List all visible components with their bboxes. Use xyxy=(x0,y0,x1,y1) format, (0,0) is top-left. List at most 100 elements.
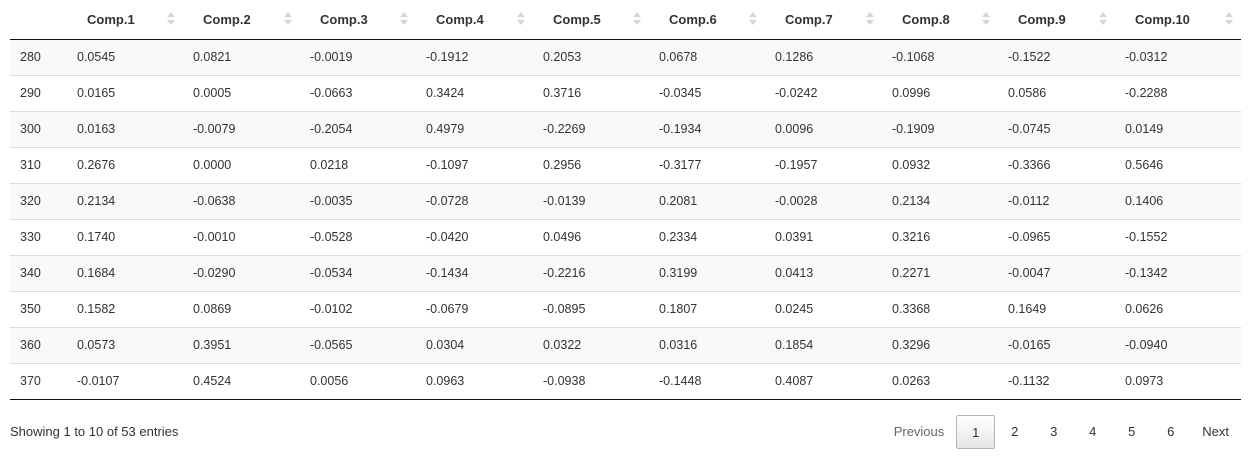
table-row: 340 0.1684 -0.0290 -0.0534 -0.1434 -0.2216 0.3… xyxy=(10,254,1241,291)
table-cell: 0.2081 xyxy=(649,182,765,219)
sort-arrows-icon[interactable] xyxy=(1225,12,1233,26)
page-button-1[interactable]: 1 xyxy=(956,415,996,449)
table-cell: 0.0263 xyxy=(882,362,998,400)
next-button[interactable]: Next xyxy=(1202,424,1229,439)
page-button-4[interactable]: 4 xyxy=(1089,424,1097,439)
table-cell: -0.0165 xyxy=(998,326,1115,363)
column-header-comp-8[interactable]: Comp.8 xyxy=(882,0,998,40)
table-cell: 0.0573 xyxy=(67,326,183,363)
table-cell: -0.0112 xyxy=(998,182,1115,219)
table-cell: 0.1740 xyxy=(67,218,183,255)
table-cell: 0.1684 xyxy=(67,254,183,291)
data-table: Comp.1 Comp.2 Comp.3 Comp.4 Comp.5 Comp.6 Comp… xyxy=(10,0,1241,400)
table-cell: -0.0940 xyxy=(1115,326,1241,363)
table-row: 290 0.0165 0.0005 -0.0663 0.3424 0.3716 -0.034… xyxy=(10,74,1241,111)
table-cell: 0.2134 xyxy=(882,182,998,219)
table-cell: 0.1807 xyxy=(649,290,765,327)
sort-arrows-icon[interactable] xyxy=(167,12,175,26)
table-cell: -0.0019 xyxy=(300,39,416,75)
row-name: 300 xyxy=(10,110,67,147)
table-cell: -0.0895 xyxy=(533,290,649,327)
sort-arrows-icon[interactable] xyxy=(400,12,408,26)
table-cell: 0.0096 xyxy=(765,110,882,147)
column-header-label: Comp.1 xyxy=(87,11,135,27)
sort-arrows-icon[interactable] xyxy=(866,12,874,26)
page-button-6[interactable]: 6 xyxy=(1167,424,1175,439)
table-cell: -0.0745 xyxy=(998,110,1115,147)
sort-arrows-icon[interactable] xyxy=(1099,12,1107,26)
page-button-5[interactable]: 5 xyxy=(1128,424,1136,439)
table-cell: -0.0139 xyxy=(533,182,649,219)
sort-arrows-icon[interactable] xyxy=(284,12,292,26)
column-header-comp-9[interactable]: Comp.9 xyxy=(998,0,1115,40)
table-cell: 0.0163 xyxy=(67,110,183,147)
table-cell: -0.0528 xyxy=(300,218,416,255)
table-cell: -0.1552 xyxy=(1115,218,1241,255)
table-cell: -0.0242 xyxy=(765,74,882,111)
table-footer: Showing 1 to 10 of 53 entries Previous 1… xyxy=(10,410,1241,454)
table-cell: -0.1934 xyxy=(649,110,765,147)
table-cell: 0.4979 xyxy=(416,110,533,147)
row-name: 370 xyxy=(10,362,67,400)
column-header-label: Comp.2 xyxy=(203,11,251,27)
column-header-comp-4[interactable]: Comp.4 xyxy=(416,0,533,40)
table-cell: -0.0028 xyxy=(765,182,882,219)
table-cell: 0.3951 xyxy=(183,326,300,363)
column-header-comp-10[interactable]: Comp.10 xyxy=(1115,0,1241,40)
page-button-3[interactable]: 3 xyxy=(1050,424,1058,439)
table-cell: 0.3216 xyxy=(882,218,998,255)
sort-arrows-icon[interactable] xyxy=(982,12,990,26)
table-cell: 0.4087 xyxy=(765,362,882,400)
sort-arrows-icon[interactable] xyxy=(633,12,641,26)
sort-arrows-icon[interactable] xyxy=(749,12,757,26)
table-row: 300 0.0163 -0.0079 -0.2054 0.4979 -0.2269 -0.1… xyxy=(10,110,1241,147)
table-cell: -0.3366 xyxy=(998,146,1115,183)
column-header-comp-6[interactable]: Comp.6 xyxy=(649,0,765,40)
column-header-comp-1[interactable]: Comp.1 xyxy=(67,0,183,40)
table-cell: -0.0107 xyxy=(67,362,183,400)
table-cell: -0.2216 xyxy=(533,254,649,291)
table-cell: 0.0496 xyxy=(533,218,649,255)
table-cell: 0.2334 xyxy=(649,218,765,255)
table-cell: 0.3296 xyxy=(882,326,998,363)
table-cell: 0.0391 xyxy=(765,218,882,255)
column-header-label: Comp.3 xyxy=(320,11,368,27)
column-header-comp-2[interactable]: Comp.2 xyxy=(183,0,300,40)
table-cell: -0.1912 xyxy=(416,39,533,75)
table-cell: 0.0821 xyxy=(183,39,300,75)
row-name: 310 xyxy=(10,146,67,183)
table-cell: 0.0304 xyxy=(416,326,533,363)
table-cell: -0.0638 xyxy=(183,182,300,219)
table-cell: 0.0973 xyxy=(1115,362,1241,400)
table-cell: 0.0413 xyxy=(765,254,882,291)
table-cell: 0.0869 xyxy=(183,290,300,327)
table-cell: -0.0290 xyxy=(183,254,300,291)
table-body: 280 0.0545 0.0821 -0.0019 -0.1912 0.2053 0.067… xyxy=(10,39,1241,400)
previous-button[interactable]: Previous xyxy=(893,424,945,439)
column-header-label: Comp.9 xyxy=(1018,11,1066,27)
table-cell: -0.0102 xyxy=(300,290,416,327)
table-cell: 0.0005 xyxy=(183,74,300,111)
table-cell: 0.0963 xyxy=(416,362,533,400)
row-name: 350 xyxy=(10,290,67,327)
table-cell: 0.2053 xyxy=(533,39,649,75)
table-cell: 0.1854 xyxy=(765,326,882,363)
column-header-comp-7[interactable]: Comp.7 xyxy=(765,0,882,40)
column-header-label: Comp.8 xyxy=(902,11,950,27)
column-header-label: Comp.6 xyxy=(669,11,717,27)
table-row: 350 0.1582 0.0869 -0.0102 -0.0679 -0.0895 0.18… xyxy=(10,290,1241,327)
table-cell: 0.0000 xyxy=(183,146,300,183)
table-cell: 0.1582 xyxy=(67,290,183,327)
sort-arrows-icon[interactable] xyxy=(517,12,525,26)
table-cell: 0.3424 xyxy=(416,74,533,111)
table-cell: 0.0586 xyxy=(998,74,1115,111)
page-button-2[interactable]: 2 xyxy=(1011,424,1019,439)
table-cell: 0.0165 xyxy=(67,74,183,111)
table-cell: -0.1434 xyxy=(416,254,533,291)
table-cell: 0.2271 xyxy=(882,254,998,291)
column-header-comp-5[interactable]: Comp.5 xyxy=(533,0,649,40)
table-row: 280 0.0545 0.0821 -0.0019 -0.1912 0.2053 0.067… xyxy=(10,39,1241,75)
table-row: 320 0.2134 -0.0638 -0.0035 -0.0728 -0.0139 0.2… xyxy=(10,182,1241,219)
column-header-comp-3[interactable]: Comp.3 xyxy=(300,0,416,40)
table-cell: -0.0047 xyxy=(998,254,1115,291)
